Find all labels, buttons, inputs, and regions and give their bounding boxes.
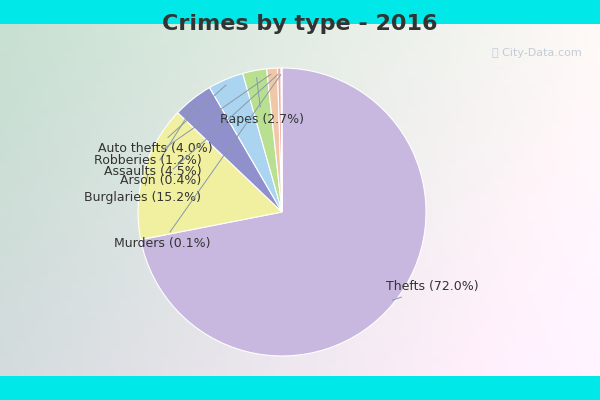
Wedge shape	[243, 69, 282, 212]
Text: Assaults (4.5%): Assaults (4.5%)	[104, 104, 202, 178]
Text: Crimes by type - 2016: Crimes by type - 2016	[162, 14, 438, 34]
Text: Burglaries (15.2%): Burglaries (15.2%)	[85, 175, 202, 204]
Text: Thefts (72.0%): Thefts (72.0%)	[386, 280, 478, 300]
Text: Auto thefts (4.0%): Auto thefts (4.0%)	[98, 85, 226, 155]
Wedge shape	[140, 68, 426, 356]
Text: Murders (0.1%): Murders (0.1%)	[113, 74, 281, 250]
Wedge shape	[266, 68, 282, 212]
Wedge shape	[178, 88, 282, 212]
Wedge shape	[209, 74, 282, 212]
Wedge shape	[281, 68, 282, 212]
Text: Arson (0.4%): Arson (0.4%)	[120, 74, 278, 187]
Wedge shape	[138, 113, 282, 240]
Text: Rapes (2.7%): Rapes (2.7%)	[220, 78, 304, 126]
Text: Robberies (1.2%): Robberies (1.2%)	[94, 74, 271, 167]
Wedge shape	[277, 68, 282, 212]
Text: ⓘ City-Data.com: ⓘ City-Data.com	[492, 48, 582, 58]
